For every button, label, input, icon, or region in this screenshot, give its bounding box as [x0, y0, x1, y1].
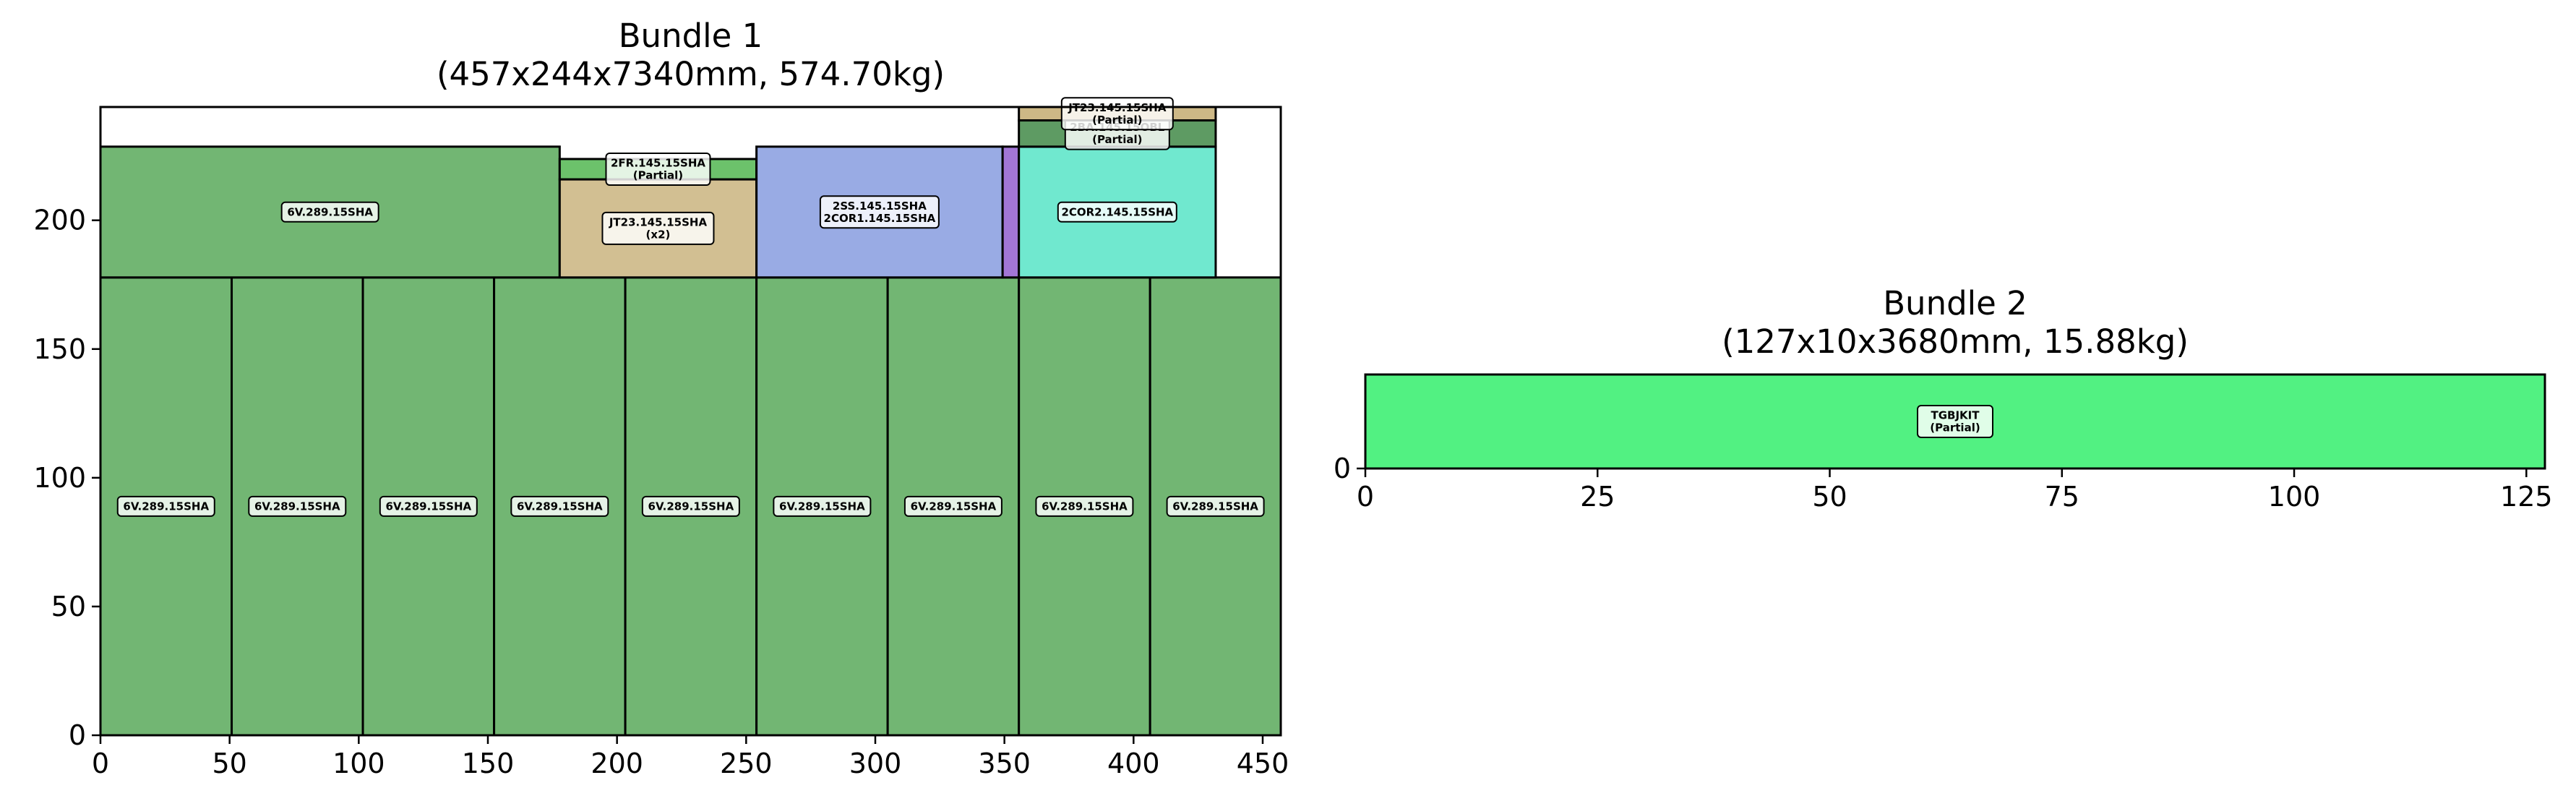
item-label: (Partial): [1930, 421, 1980, 435]
item-label-box: [1060, 97, 1174, 131]
x-tick-label: 0: [1357, 481, 1374, 513]
x-tick-label: 0: [92, 748, 109, 779]
item-label-box: [379, 495, 478, 517]
x-tick-label: 150: [462, 748, 515, 779]
x-tick-label: 50: [1812, 481, 1847, 513]
x-tick-label: 200: [591, 748, 643, 779]
bundle-1-subtitle: (457x244x7340mm, 574.70kg): [437, 55, 945, 93]
item-label-box: [116, 495, 215, 517]
item-label: 6V.289.15SHA: [517, 500, 603, 513]
bundle-2-plot: Bundle 2(127x10x3680mm, 15.88kg) TGBJKIT(…: [1334, 284, 2553, 513]
item-rect: [755, 145, 1004, 279]
item-label-box: [1057, 201, 1177, 223]
item-label: (Partial): [633, 169, 683, 182]
y-tick-label: 100: [33, 462, 86, 494]
item-label: 6V.289.15SHA: [1042, 500, 1128, 513]
x-tick-label: 100: [332, 748, 385, 779]
bundle-1-plot: Bundle 1(457x244x7340mm, 574.70kg) 6V.289…: [33, 17, 1289, 779]
bundle-2-subtitle: (127x10x3680mm, 15.88kg): [1722, 322, 2189, 361]
item-label-box: [903, 495, 1003, 517]
item-label: (x2): [646, 228, 671, 241]
x-tick-label: 75: [2045, 481, 2079, 513]
item-label-box: [1035, 495, 1134, 517]
axes-frame: [99, 106, 1282, 737]
item-label-box: [1917, 405, 1993, 438]
item-label: TGBJKIT: [1931, 409, 1980, 422]
item-label: JT23.145.15SHA: [609, 215, 708, 228]
item-label: 2FR.145.15SHA: [611, 157, 705, 170]
y-tick-label: 0: [1334, 453, 1351, 484]
x-tick-label: 125: [2500, 481, 2553, 513]
y-tick-label: 150: [33, 333, 86, 365]
item-label: 6V.289.15SHA: [287, 205, 373, 218]
x-tick-label: 50: [212, 748, 246, 779]
bundle-2-title: Bundle 2: [1883, 284, 2027, 322]
y-tick-label: 200: [33, 205, 86, 236]
item-label: 6V.289.15SHA: [779, 500, 865, 513]
item-label-box: [773, 495, 872, 517]
item-label: (Partial): [1092, 133, 1142, 146]
item-label-box: [510, 495, 609, 517]
item-label: 2SS.145.15SHA: [833, 200, 927, 213]
item-label-box: [605, 153, 711, 187]
axes-frame: [1364, 373, 2546, 470]
item-label: 6V.289.15SHA: [123, 500, 209, 513]
item-label: 6V.289.15SHA: [648, 500, 734, 513]
y-tick-label: 0: [69, 719, 86, 751]
item-label-box: [601, 211, 715, 245]
bundle-1-title: Bundle 1: [619, 17, 763, 55]
item-rect: [1001, 145, 1021, 279]
item-label: 6V.289.15SHA: [385, 500, 471, 513]
x-tick-label: 350: [978, 748, 1031, 779]
item-label: 2COR2.145.15SHA: [1061, 205, 1173, 218]
x-tick-label: 450: [1237, 748, 1289, 779]
item-label: (Partial): [1092, 114, 1142, 127]
item-label-box: [1166, 495, 1265, 517]
x-tick-label: 300: [849, 748, 902, 779]
x-tick-label: 25: [1580, 481, 1615, 513]
item-label: 6V.289.15SHA: [254, 500, 340, 513]
item-label: 6V.289.15SHA: [911, 500, 997, 513]
item-label: 6V.289.15SHA: [1172, 500, 1258, 513]
x-tick-label: 400: [1107, 748, 1160, 779]
item-label-box: [248, 495, 347, 517]
item-label-box: [280, 201, 379, 223]
x-tick-label: 100: [2268, 481, 2321, 513]
item-label: 2COR1.145.15SHA: [824, 212, 936, 225]
x-tick-label: 250: [720, 748, 773, 779]
y-tick-label: 50: [51, 591, 86, 622]
item-label-box: [641, 495, 740, 517]
item-label-box: [819, 195, 940, 229]
